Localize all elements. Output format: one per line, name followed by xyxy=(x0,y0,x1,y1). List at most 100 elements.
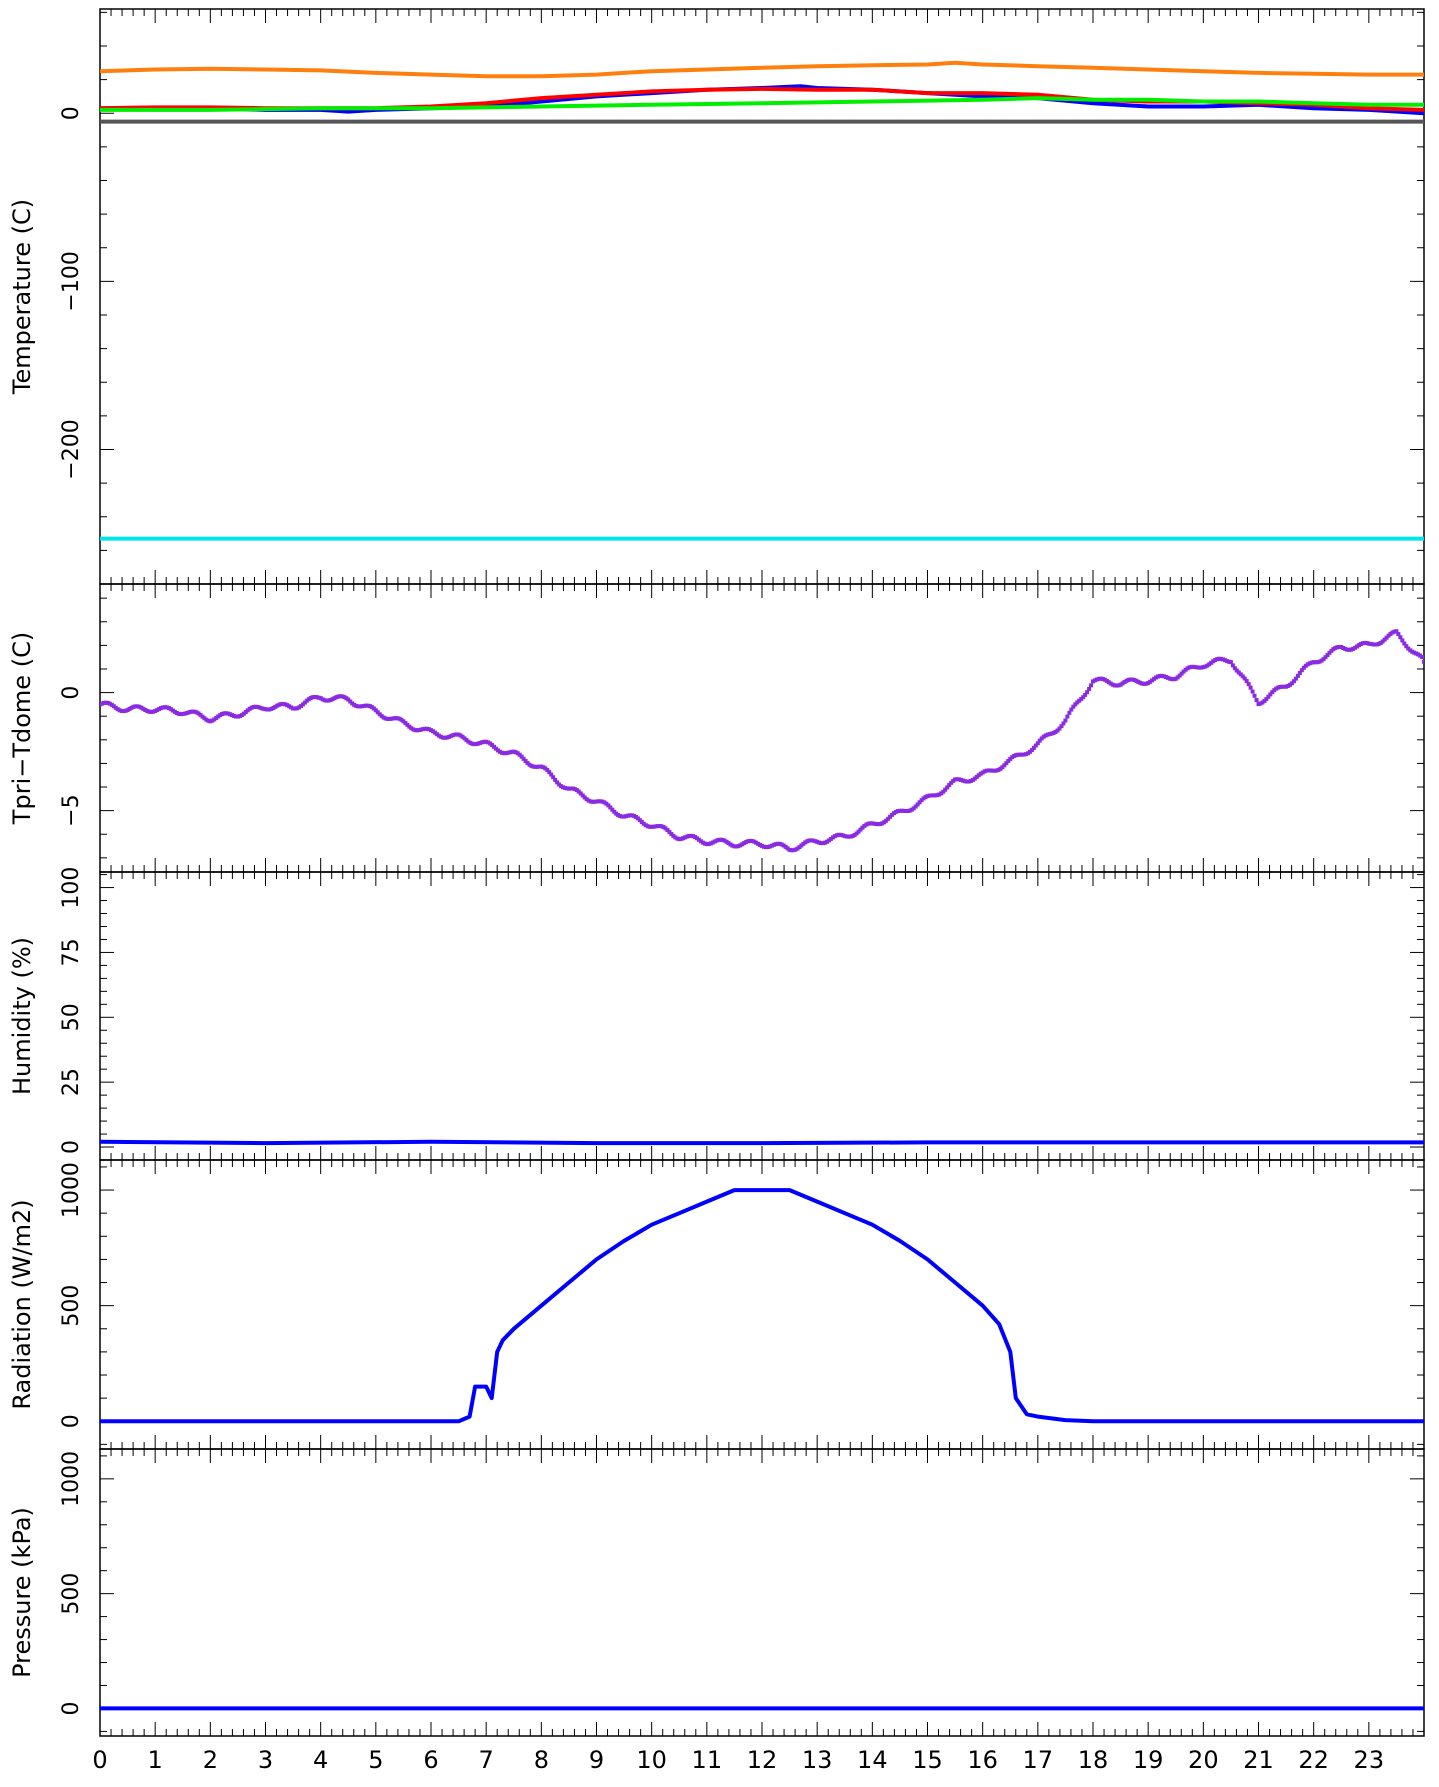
data-point xyxy=(1057,726,1062,731)
series-line xyxy=(100,1139,1424,1146)
data-point xyxy=(1291,679,1296,684)
panel-5: 0 500 1000 Pressure (kPa) xyxy=(8,1448,1425,1737)
y-tick-label: −100 xyxy=(59,251,84,311)
data-point xyxy=(1252,693,1257,698)
y-tick-label: 25 xyxy=(59,1068,84,1096)
x-tick-label: 7 xyxy=(479,1746,494,1774)
plot-frame xyxy=(99,583,1425,873)
series-1 xyxy=(100,1139,1424,1146)
data-point xyxy=(1299,668,1304,673)
x-tick-label: 2 xyxy=(203,1746,218,1774)
x-tick-label: 4 xyxy=(313,1746,328,1774)
data-point xyxy=(606,803,611,808)
data-point xyxy=(1254,698,1259,703)
data-point xyxy=(1228,660,1233,665)
data-point xyxy=(941,789,946,794)
x-tick-label: 18 xyxy=(1078,1746,1109,1774)
data-point xyxy=(886,816,891,821)
x-tick-label: 23 xyxy=(1354,1746,1385,1774)
series-line xyxy=(100,96,1424,112)
data-point xyxy=(1240,674,1245,679)
data-point xyxy=(1422,659,1424,664)
data-point xyxy=(856,829,861,834)
data-point xyxy=(1293,676,1298,681)
data-point xyxy=(578,791,583,796)
data-point xyxy=(549,772,554,777)
data-point xyxy=(1089,683,1094,688)
data-point xyxy=(947,783,952,788)
data-point xyxy=(945,785,950,790)
x-tick-label: 15 xyxy=(912,1746,943,1774)
data-point xyxy=(346,697,351,702)
data-point xyxy=(1289,681,1294,686)
data-point xyxy=(553,777,558,782)
x-tick-label: 12 xyxy=(747,1746,778,1774)
data-point xyxy=(1085,690,1090,695)
data-point xyxy=(1035,741,1040,746)
data-point xyxy=(1248,685,1253,690)
series-4 xyxy=(100,96,1424,112)
y-tick-label: 0 xyxy=(59,686,84,700)
data-point xyxy=(555,780,560,785)
panel-2: 0 −5 Tpri−Tdome (C) xyxy=(8,583,1425,873)
data-point xyxy=(1295,673,1300,678)
data-point xyxy=(1065,714,1070,719)
series-line xyxy=(100,60,1424,79)
panel-3: 0 25 50 75 100 Humidity (%) xyxy=(8,867,1425,1161)
data-point xyxy=(1087,687,1092,692)
y-axis-label: Pressure (kPa) xyxy=(8,1507,36,1678)
data-point xyxy=(1232,666,1237,671)
y-axis-label: Tpri−Tdome (C) xyxy=(8,632,36,825)
x-tick-label: 14 xyxy=(857,1746,888,1774)
data-point xyxy=(1264,697,1269,702)
plot-frame xyxy=(99,1159,1425,1450)
data-point xyxy=(1396,632,1401,637)
data-point xyxy=(1061,721,1066,726)
data-point xyxy=(1242,676,1247,681)
x-tick-label: 16 xyxy=(967,1746,998,1774)
x-tick-label: 5 xyxy=(368,1746,383,1774)
y-tick-label: −200 xyxy=(59,419,84,479)
data-point xyxy=(1067,710,1072,715)
data-point xyxy=(1420,655,1424,660)
data-point xyxy=(1250,689,1255,694)
x-tick-label: 1 xyxy=(148,1746,163,1774)
x-tick-label: 3 xyxy=(258,1746,273,1774)
x-tick-label: 0 xyxy=(92,1746,107,1774)
data-point xyxy=(1002,763,1007,768)
data-point xyxy=(1029,748,1034,753)
data-point xyxy=(1297,670,1302,675)
series-1 xyxy=(100,1188,1424,1424)
data-point xyxy=(551,775,556,780)
data-point xyxy=(1246,682,1251,687)
data-point xyxy=(610,807,615,812)
x-tick-label: 17 xyxy=(1023,1746,1054,1774)
data-point xyxy=(1398,635,1403,640)
y-tick-label: 0 xyxy=(59,1140,84,1154)
data-point xyxy=(1037,738,1042,743)
data-point xyxy=(1063,718,1068,723)
y-tick-label: 0 xyxy=(59,1414,84,1428)
data-point xyxy=(1327,650,1332,655)
data-point xyxy=(375,710,380,715)
y-tick-label: 0 xyxy=(59,1701,84,1715)
data-point xyxy=(1268,692,1273,697)
data-point xyxy=(1004,761,1009,766)
data-point xyxy=(519,754,524,759)
data-point xyxy=(1033,743,1038,748)
series-1 xyxy=(100,629,1424,853)
data-point xyxy=(1031,745,1036,750)
data-point xyxy=(1081,695,1086,700)
data-point xyxy=(547,770,552,775)
x-tick-label: 22 xyxy=(1298,1746,1329,1774)
data-point xyxy=(1402,641,1407,646)
data-point xyxy=(1382,637,1387,642)
y-axis-label: Humidity (%) xyxy=(8,937,36,1095)
x-tick-label: 8 xyxy=(534,1746,549,1774)
y-tick-label: 1000 xyxy=(59,1451,84,1507)
y-axis-label: Radiation (W/m2) xyxy=(8,1199,36,1409)
y-tick-label: 50 xyxy=(59,1003,84,1031)
series-line xyxy=(100,1188,1424,1424)
data-point xyxy=(1400,638,1405,643)
